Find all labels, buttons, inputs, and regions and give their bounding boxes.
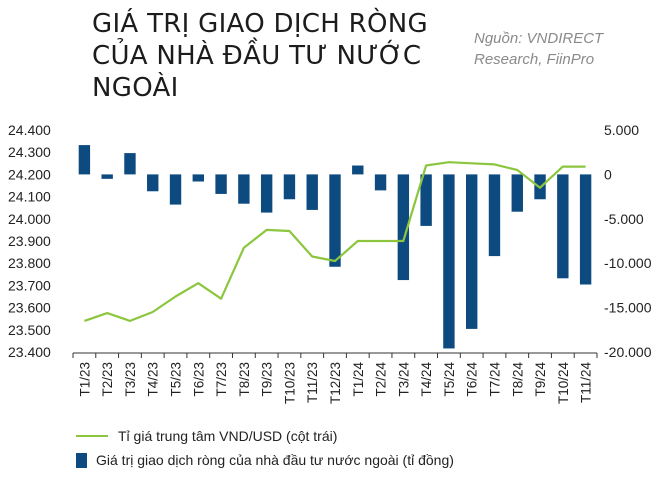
left-axis-tick-label: 23.500 — [8, 322, 51, 338]
x-axis-category-label: T7/23 — [214, 362, 229, 397]
net-trading-bar — [260, 174, 273, 213]
x-axis-category-label: T8/23 — [237, 362, 252, 397]
net-trading-bar — [374, 174, 387, 191]
exchange-rate-line — [84, 161, 586, 322]
right-axis-tick-label: 0 — [604, 166, 612, 182]
net-trading-bar — [215, 174, 227, 194]
left-axis-tick-label: 24.300 — [8, 144, 51, 160]
net-trading-bar — [169, 174, 182, 205]
title-line-3: NGOÀI — [92, 73, 179, 103]
x-axis-category-label: T4/23 — [146, 362, 161, 397]
x-axis-category-label: T1/24 — [351, 362, 366, 397]
legend-label-rate: Tỉ giá trung tâm VND/USD (cột trái) — [118, 428, 338, 444]
left-axis-tick-label: 23.900 — [8, 233, 51, 249]
x-axis-category-label: T3/24 — [396, 362, 411, 397]
chart-title: GIÁ TRỊ GIAO DỊCH RÒNG CỦA NHÀ ĐẦU TƯ NƯ… — [92, 8, 462, 104]
right-axis-tick-label: -15.000 — [604, 300, 652, 316]
net-trading-bar — [78, 145, 91, 175]
legend-item-rate: Tỉ giá trung tâm VND/USD (cột trái) — [76, 428, 337, 444]
x-axis-category-label: T4/24 — [419, 362, 434, 397]
net-trading-bar — [420, 174, 432, 226]
x-axis-category-label: T3/23 — [123, 362, 138, 397]
source-line-2: Research, FiinPro — [474, 51, 595, 68]
right-axis-tick-label: -20.000 — [604, 344, 652, 360]
title-line-1: GIÁ TRỊ GIAO DỊCH RÒNG — [92, 9, 429, 39]
x-axis-category-label: T6/24 — [465, 362, 480, 397]
net-trading-bar — [488, 174, 501, 257]
left-axis-tick-label: 24.400 — [8, 122, 51, 138]
x-axis-category-label: T5/23 — [169, 362, 184, 397]
net-trading-bar — [511, 174, 523, 212]
x-axis-category-label: T9/24 — [533, 362, 548, 397]
left-axis-tick-label: 23.700 — [8, 277, 51, 293]
legend-bar-swatch — [76, 452, 87, 468]
x-axis-category-label: T5/24 — [442, 362, 457, 397]
x-axis-category-label: T11/24 — [579, 362, 594, 404]
source-line-1: Nguồn: VNDIRECT — [474, 30, 604, 47]
legend-line-swatch — [76, 435, 108, 437]
net-trading-bar — [443, 174, 455, 349]
net-trading-bar — [466, 174, 478, 329]
net-trading-bar — [238, 174, 250, 204]
x-axis-category-label: T8/24 — [510, 362, 525, 397]
legend-item-net-trading: Giá trị giao dịch ròng của nhà đầu tư nư… — [76, 452, 454, 468]
x-axis-category-label: T10/23 — [282, 362, 297, 404]
legend-label-net-trading: Giá trị giao dịch ròng của nhà đầu tư nư… — [96, 452, 454, 468]
x-axis-category-label: T10/24 — [556, 362, 571, 405]
net-trading-bar — [124, 153, 136, 175]
left-axis-tick-label: 23.600 — [8, 300, 51, 316]
right-axis-tick-label: 5.000 — [604, 122, 639, 138]
x-axis-category-label: T11/23 — [305, 362, 320, 403]
net-trading-bar — [147, 174, 159, 192]
x-axis-category-label: T2/23 — [100, 362, 115, 397]
net-trading-bar — [329, 174, 341, 267]
left-axis-tick-label: 24.000 — [8, 211, 51, 227]
x-axis-category-label: T6/23 — [191, 362, 206, 397]
x-axis-category-label: T1/23 — [77, 362, 92, 397]
net-trading-bar — [352, 165, 364, 175]
x-axis-category-label: T9/23 — [260, 362, 275, 397]
source-note: Nguồn: VNDIRECT Research, FiinPro — [474, 28, 664, 70]
net-trading-bar — [557, 174, 569, 279]
right-axis-tick-label: -10.000 — [604, 255, 652, 271]
x-axis-category-label: T7/24 — [487, 362, 502, 397]
x-axis-category-label: T12/23 — [328, 362, 343, 404]
left-axis-tick-label: 23.400 — [8, 344, 51, 360]
net-trading-bar — [101, 174, 113, 179]
net-trading-bar — [283, 174, 296, 200]
net-trading-bar — [306, 174, 318, 210]
net-trading-bar — [397, 174, 410, 281]
title-line-2: CỦA NHÀ ĐẦU TƯ NƯỚC — [92, 41, 422, 71]
net-trading-bar — [579, 174, 592, 285]
left-axis-tick-label: 24.200 — [8, 166, 51, 182]
net-trading-bar — [192, 174, 204, 182]
left-axis-tick-label: 23.800 — [8, 255, 51, 271]
right-axis-tick-label: -5.000 — [604, 211, 644, 227]
left-axis-tick-label: 24.100 — [8, 189, 51, 205]
x-axis-category-label: T2/24 — [374, 362, 389, 397]
